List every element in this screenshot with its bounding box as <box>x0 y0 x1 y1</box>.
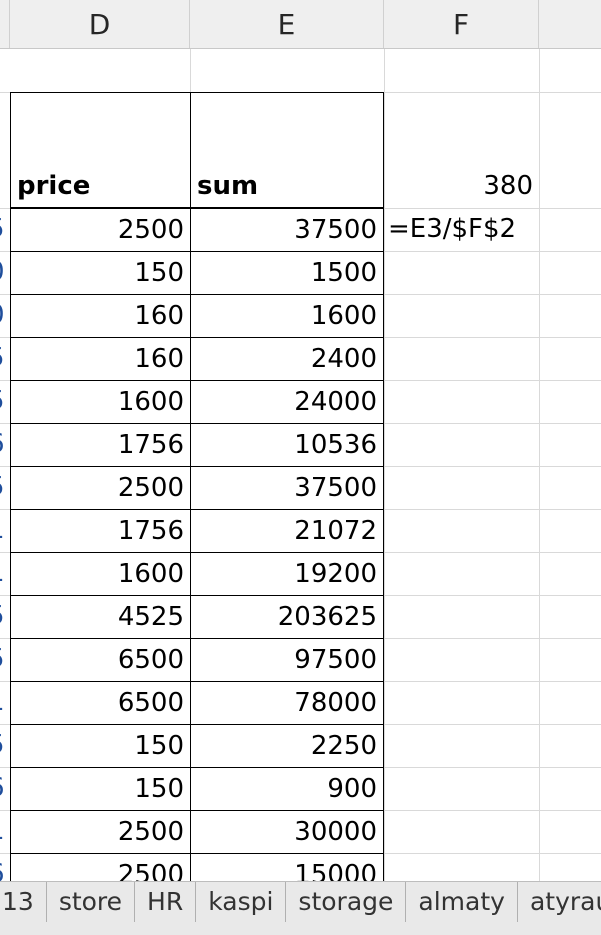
cell-sum[interactable]: 1500 <box>190 251 384 295</box>
column-header-c-partial[interactable] <box>0 0 10 48</box>
cell-price[interactable]: 1600 <box>10 552 191 596</box>
cell-sum[interactable]: 19200 <box>190 552 384 596</box>
cell-price[interactable]: 6500 <box>10 638 191 682</box>
sheet-tab[interactable]: kaspi <box>196 882 287 922</box>
cell-c-partial[interactable]: 5 <box>0 724 6 766</box>
cell-sum[interactable]: 37500 <box>190 208 384 252</box>
cell-sum[interactable]: 78000 <box>190 681 384 725</box>
gridline-vertical <box>384 49 385 881</box>
cell-price[interactable]: 160 <box>10 294 191 338</box>
cell-sum[interactable]: 203625 <box>190 595 384 639</box>
cell-price[interactable]: 2500 <box>10 853 191 881</box>
cell-c-partial[interactable]: 5 <box>0 380 6 422</box>
cell-price-header[interactable]: price <box>10 92 191 208</box>
cell-f2-value[interactable]: 380 <box>483 171 533 201</box>
cell-sum[interactable]: 21072 <box>190 509 384 553</box>
cell-c-partial[interactable]: 5 <box>0 466 6 508</box>
cell-c-partial[interactable]: 0 <box>0 251 6 293</box>
cell-price[interactable]: 1756 <box>10 509 191 553</box>
cell-c-partial[interactable]: 5 <box>0 638 6 680</box>
cell-sum[interactable]: 37500 <box>190 466 384 510</box>
column-header-d[interactable]: D <box>10 0 190 48</box>
cell-price[interactable]: 1600 <box>10 380 191 424</box>
cell-price[interactable]: 4525 <box>10 595 191 639</box>
column-header-f[interactable]: F <box>384 0 539 48</box>
column-header-g-partial[interactable] <box>539 0 601 48</box>
cell-c-partial[interactable]: 6 <box>0 853 6 881</box>
cell-sum[interactable]: 15000 <box>190 853 384 881</box>
cell-price[interactable]: 160 <box>10 337 191 381</box>
cell-sum-header[interactable]: sum <box>190 92 384 208</box>
cell-price[interactable]: 150 <box>10 767 191 811</box>
sheet-tab[interactable]: atyrau <box>518 882 601 922</box>
sheet-tab-bar: 13storeHRkaspistoragealmatyatyrau <box>0 881 601 935</box>
column-header-bar: D E F <box>0 0 601 49</box>
sheet-tab[interactable]: store <box>47 882 136 922</box>
cell-price[interactable]: 150 <box>10 251 191 295</box>
sheet-tab[interactable]: almaty <box>406 882 518 922</box>
cell-sum[interactable]: 97500 <box>190 638 384 682</box>
cell-sum[interactable]: 30000 <box>190 810 384 854</box>
cell-price[interactable]: 6500 <box>10 681 191 725</box>
cell-sum[interactable]: 1600 <box>190 294 384 338</box>
cell-price[interactable]: 2500 <box>10 466 191 510</box>
sheet-tab-list: 13storeHRkaspistoragealmatyatyrau <box>0 882 601 922</box>
cell-f3-formula[interactable]: =E3/$F$2 <box>388 214 517 244</box>
cell-c-partial[interactable]: 1 <box>0 509 6 551</box>
cell-sum[interactable]: 2400 <box>190 337 384 381</box>
cell-c-partial[interactable]: 6 <box>0 423 6 465</box>
cell-c-partial[interactable]: 1 <box>0 552 6 594</box>
sheet-tab[interactable]: storage <box>286 882 407 922</box>
column-header-e[interactable]: E <box>190 0 384 48</box>
cell-c-partial[interactable]: 0 <box>0 294 6 336</box>
sheet-tab[interactable]: HR <box>135 882 197 922</box>
cell-sum[interactable]: 900 <box>190 767 384 811</box>
cell-c-partial[interactable]: 1 <box>0 681 6 723</box>
cell-grid[interactable]: 5005565115515616 price sum 380 =E3/$F$2 … <box>0 49 601 881</box>
cell-price[interactable]: 2500 <box>10 208 191 252</box>
cell-c-partial[interactable]: 5 <box>0 595 6 637</box>
cell-price[interactable]: 1756 <box>10 423 191 467</box>
cell-c-partial[interactable]: 5 <box>0 337 6 379</box>
cell-c-partial[interactable]: 1 <box>0 810 6 852</box>
cell-c-partial[interactable]: 6 <box>0 767 6 809</box>
cell-sum[interactable]: 24000 <box>190 380 384 424</box>
cell-sum[interactable]: 10536 <box>190 423 384 467</box>
cell-price[interactable]: 2500 <box>10 810 191 854</box>
cell-price[interactable]: 150 <box>10 724 191 768</box>
cell-sum[interactable]: 2250 <box>190 724 384 768</box>
cell-c-partial[interactable]: 5 <box>0 208 6 250</box>
sheet-tab[interactable]: 13 <box>0 882 47 922</box>
gridline-vertical <box>539 49 540 881</box>
